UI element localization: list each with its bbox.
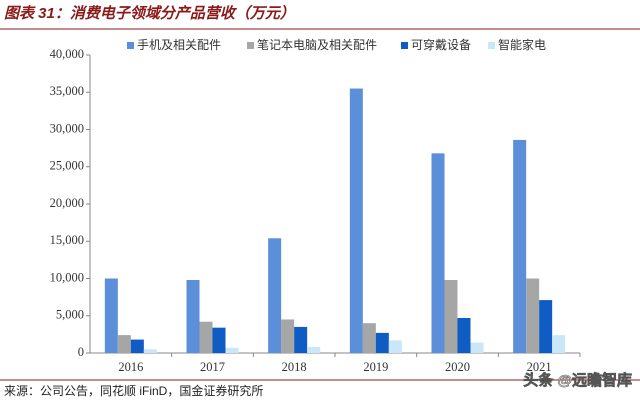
y-tick-label: 10,000 [50,270,84,284]
bar [307,347,321,353]
chart-title: 图表 31：消费电子领域分产品营收（万元） [4,4,295,22]
bar [375,332,389,353]
x-tick-label: 2019 [363,360,388,374]
y-tick-label: 0 [78,345,84,359]
x-tick-label: 2021 [527,360,552,374]
y-tick-label: 30,000 [50,121,84,135]
bar [526,278,540,353]
y-tick-label: 15,000 [50,233,84,247]
bar [225,347,239,353]
legend-swatch [401,42,408,49]
bar [104,278,118,353]
x-tick-label: 2020 [445,360,470,374]
bar [130,339,144,353]
bar [444,279,458,353]
bar [186,279,200,353]
legend-label: 手机及相关配件 [137,38,221,52]
legend-swatch [127,42,134,49]
y-tick-label: 25,000 [50,159,84,173]
watermark: 头条 @远瞻智库 [523,371,632,389]
bar [294,326,308,353]
bar [199,321,213,353]
bar [457,317,471,353]
legend-label: 智能家电 [498,37,546,52]
y-tick-label: 40,000 [50,47,84,61]
bar [143,349,157,353]
legend-label: 可穿戴设备 [411,37,471,52]
x-tick-label: 2018 [282,360,307,374]
bar [431,153,445,353]
x-tick-label: 2017 [200,360,225,374]
legend-label: 笔记本电脑及相关配件 [257,37,377,52]
legend-swatch [488,42,495,49]
bar [470,342,484,353]
bar [388,340,402,353]
bar [539,300,553,353]
source: 来源：公司公告，同花顺 iFinD，国金证券研究所 [4,383,263,398]
legend-swatch [247,42,254,49]
bar [552,335,566,353]
y-tick-label: 5,000 [56,308,84,322]
bar [362,323,376,353]
bar [513,139,527,353]
bar [349,88,363,354]
bar [117,335,131,353]
x-tick-label: 2016 [118,360,143,374]
bar [268,238,282,353]
y-tick-label: 20,000 [50,196,84,210]
y-tick-label: 35,000 [50,84,84,98]
bar [212,327,226,353]
bar [281,319,295,353]
